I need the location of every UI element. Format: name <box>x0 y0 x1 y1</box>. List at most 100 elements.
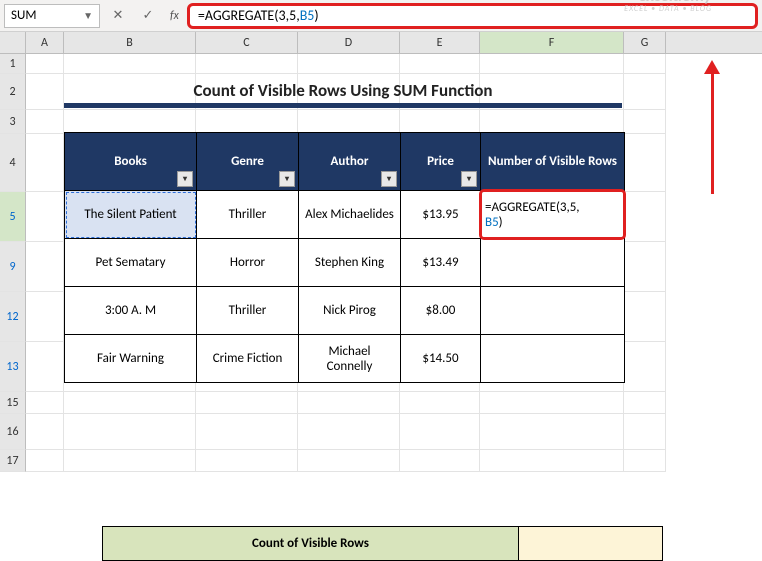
row-header[interactable]: 3 <box>0 110 26 134</box>
name-box-dropdown-icon[interactable]: ▼ <box>83 9 93 22</box>
cell-author[interactable]: Alex Michaelides <box>299 191 401 239</box>
column-header[interactable]: D <box>298 32 400 53</box>
grid-cell[interactable] <box>26 414 64 450</box>
header-price: Price ▾ <box>401 133 481 191</box>
row-header[interactable]: 16 <box>0 414 26 450</box>
grid-cell[interactable] <box>624 110 666 134</box>
grid-cell[interactable] <box>26 192 64 242</box>
grid-cell[interactable] <box>196 392 298 414</box>
header-books: Books ▾ <box>65 133 197 191</box>
row-header[interactable]: 5 <box>0 192 26 242</box>
name-box[interactable]: SUM ▼ <box>4 4 100 28</box>
grid-cell[interactable] <box>624 242 666 292</box>
cell-genre[interactable]: Crime Fiction <box>197 335 299 383</box>
filter-icon[interactable]: ▾ <box>279 171 295 187</box>
grid-cell[interactable] <box>26 342 64 392</box>
cell-price[interactable]: $13.49 <box>401 239 481 287</box>
cell-nvr[interactable] <box>481 335 625 383</box>
grid-cell[interactable] <box>624 74 666 110</box>
row-header[interactable]: 15 <box>0 392 26 414</box>
name-box-value: SUM <box>11 8 36 23</box>
grid-cell[interactable] <box>196 54 298 74</box>
grid-cell[interactable] <box>196 450 298 472</box>
grid-cell[interactable] <box>26 450 64 472</box>
table-row: The Silent PatientThrillerAlex Michaelid… <box>65 191 625 239</box>
cell-book[interactable]: The Silent Patient <box>65 191 197 239</box>
cell-author[interactable]: Nick Pirog <box>299 287 401 335</box>
row-header[interactable]: 2 <box>0 74 26 110</box>
grid-cell[interactable] <box>26 242 64 292</box>
cell-price[interactable]: $14.50 <box>401 335 481 383</box>
cell-genre[interactable]: Thriller <box>197 287 299 335</box>
column-header[interactable]: E <box>400 32 480 53</box>
header-author: Author ▾ <box>299 133 401 191</box>
row-header[interactable]: 13 <box>0 342 26 392</box>
grid-cell[interactable] <box>624 192 666 242</box>
watermark: exceldemy EXCEL • DATA • BLOG <box>624 0 712 14</box>
grid-cell[interactable] <box>26 110 64 134</box>
grid-cell[interactable] <box>480 54 624 74</box>
grid-cell[interactable] <box>64 54 196 74</box>
header-genre: Genre ▾ <box>197 133 299 191</box>
grid-cell[interactable] <box>624 292 666 342</box>
grid-cell[interactable] <box>26 292 64 342</box>
grid-cell[interactable] <box>26 392 64 414</box>
column-header[interactable]: C <box>196 32 298 53</box>
select-all-corner[interactable] <box>0 32 26 53</box>
grid-cell[interactable] <box>196 110 298 134</box>
cell-price[interactable]: $13.95 <box>401 191 481 239</box>
cell-nvr[interactable] <box>481 287 625 335</box>
grid-cell[interactable] <box>400 54 480 74</box>
grid-cell[interactable] <box>298 110 400 134</box>
grid-cell[interactable] <box>26 54 64 74</box>
formula-text-ref: B5 <box>300 7 315 24</box>
accept-formula-icon[interactable]: ✓ <box>136 4 160 28</box>
grid-cell[interactable] <box>480 110 624 134</box>
grid-cell[interactable] <box>624 342 666 392</box>
row-header[interactable]: 12 <box>0 292 26 342</box>
row-header[interactable]: 17 <box>0 450 26 472</box>
grid-cell[interactable] <box>26 134 64 192</box>
column-header[interactable]: B <box>64 32 196 53</box>
cell-book[interactable]: Pet Sematary <box>65 239 197 287</box>
grid-cell[interactable] <box>298 450 400 472</box>
row-header[interactable]: 4 <box>0 134 26 192</box>
grid-cell[interactable] <box>624 414 666 450</box>
cell-nvr[interactable] <box>481 239 625 287</box>
cell-author[interactable]: Stephen King <box>299 239 401 287</box>
grid-cell[interactable] <box>64 392 196 414</box>
grid-cell[interactable] <box>64 110 196 134</box>
summary-value <box>519 527 663 561</box>
cell-genre[interactable]: Thriller <box>197 191 299 239</box>
row-header[interactable]: 1 <box>0 54 26 74</box>
grid-cell[interactable] <box>298 54 400 74</box>
grid-cell[interactable] <box>298 392 400 414</box>
grid-cell[interactable] <box>26 74 64 110</box>
column-header[interactable]: A <box>26 32 64 53</box>
grid-cell[interactable] <box>624 392 666 414</box>
grid-cell[interactable] <box>64 450 196 472</box>
cell-price[interactable]: $8.00 <box>401 287 481 335</box>
column-header[interactable]: F <box>480 32 624 53</box>
filter-icon[interactable]: ▾ <box>177 171 193 187</box>
grid-cell[interactable] <box>624 54 666 74</box>
column-header[interactable]: G <box>624 32 666 53</box>
grid-cell[interactable] <box>400 110 480 134</box>
grid-cell[interactable] <box>480 450 624 472</box>
cancel-formula-icon[interactable]: ✕ <box>106 4 130 28</box>
cell-genre[interactable]: Horror <box>197 239 299 287</box>
grid-cell[interactable] <box>624 134 666 192</box>
cell-book[interactable]: Fair Warning <box>65 335 197 383</box>
grid-cell[interactable] <box>624 450 666 472</box>
fx-icon[interactable]: fx <box>170 9 179 23</box>
filter-icon[interactable]: ▾ <box>381 171 397 187</box>
grid-cell[interactable] <box>400 392 480 414</box>
filter-icon[interactable]: ▾ <box>461 171 477 187</box>
cell-author[interactable]: Michael Connelly <box>299 335 401 383</box>
row-header[interactable]: 9 <box>0 242 26 292</box>
cell-nvr[interactable]: =AGGREGATE(3,5,B5) <box>481 191 625 239</box>
grid-cell[interactable] <box>400 450 480 472</box>
grid-cell[interactable] <box>480 392 624 414</box>
row-headers: 1234591213151617 <box>0 54 26 472</box>
cell-book[interactable]: 3:00 A. M <box>65 287 197 335</box>
